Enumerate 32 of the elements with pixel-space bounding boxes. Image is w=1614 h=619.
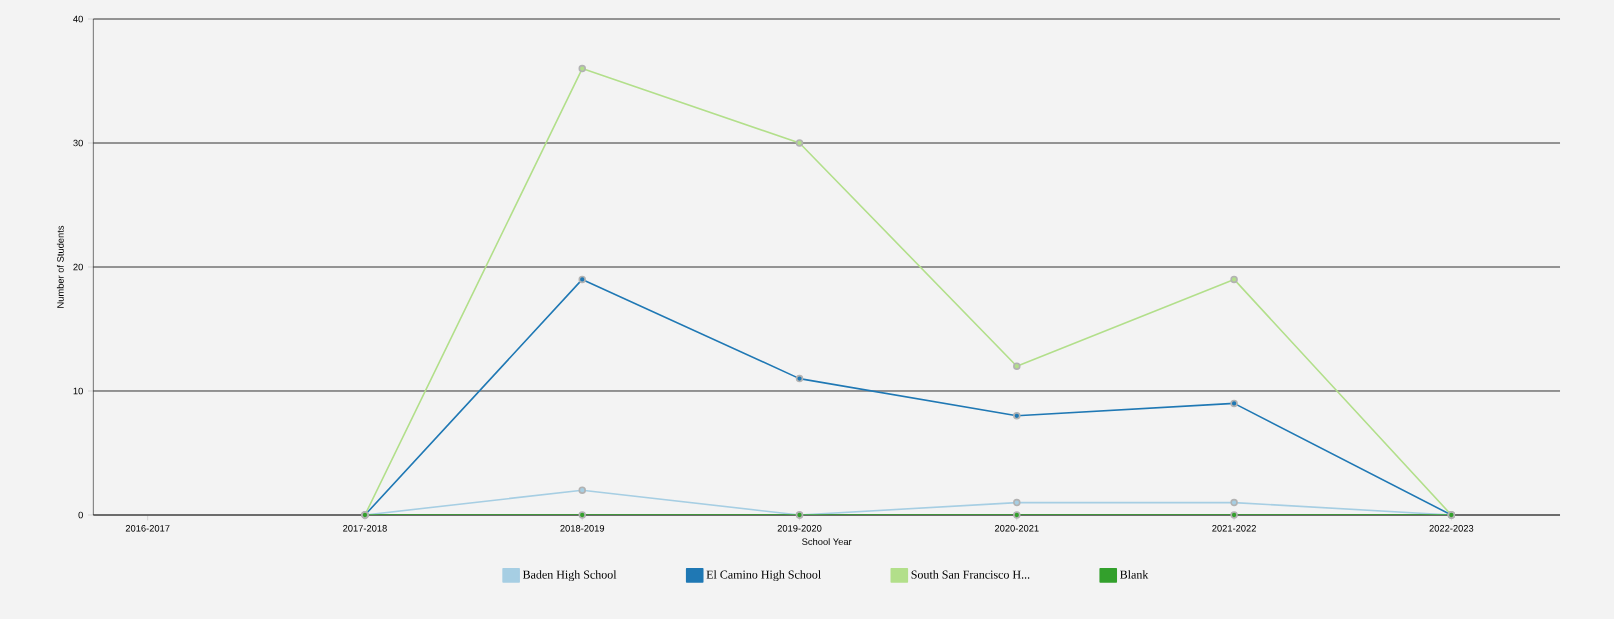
x-tick-label: 2016-2017 xyxy=(125,525,170,532)
legend-label: El Camino High School xyxy=(706,570,821,582)
y-tick-label: 30 xyxy=(73,139,83,147)
point xyxy=(795,139,804,147)
x-tick-label: 2017-2018 xyxy=(343,525,387,532)
point xyxy=(1230,511,1238,519)
y-tick-label: 0 xyxy=(78,511,83,519)
x-tick-label: 2021-2022 xyxy=(1212,525,1256,532)
x-axis-title: School Year xyxy=(802,538,852,545)
x-tick-label: 2019-2020 xyxy=(777,525,822,532)
x-tick-label: 2020-2021 xyxy=(994,525,1039,532)
y-tick-label: 10 xyxy=(73,387,83,395)
legend-label: South San Francisco H... xyxy=(911,570,1030,579)
x-tick-label: 2022-2023 xyxy=(1429,525,1474,532)
y-tick-label: 40 xyxy=(73,15,83,23)
y-tick-label: 20 xyxy=(73,263,83,271)
legend-label: Baden High School xyxy=(522,570,617,582)
point xyxy=(578,64,586,73)
point xyxy=(1230,498,1238,507)
point xyxy=(1013,498,1021,507)
x-tick-label: 2018-2019 xyxy=(560,525,605,532)
point xyxy=(578,275,586,284)
point xyxy=(795,374,804,383)
y-axis-title: Number of Students xyxy=(56,225,64,308)
point xyxy=(578,486,586,494)
point xyxy=(1230,399,1238,408)
point xyxy=(578,511,586,519)
legend-label: Blank xyxy=(1120,570,1149,579)
point xyxy=(1013,362,1021,370)
point xyxy=(1230,275,1238,284)
point xyxy=(1013,511,1021,519)
point xyxy=(1013,412,1021,420)
